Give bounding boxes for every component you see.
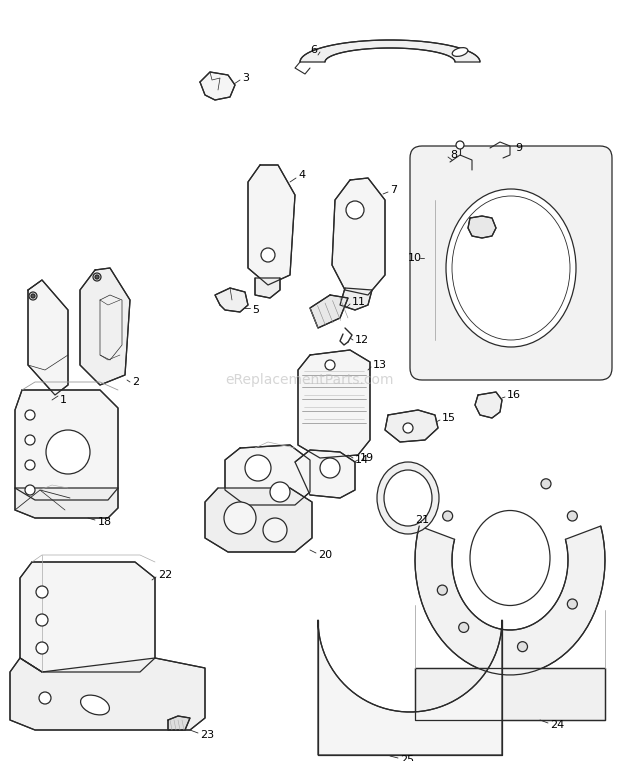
Circle shape [263, 518, 287, 542]
Circle shape [459, 622, 469, 632]
Polygon shape [200, 72, 235, 100]
Text: 9: 9 [515, 143, 522, 153]
Circle shape [518, 642, 528, 651]
Text: 24: 24 [550, 720, 564, 730]
Text: 21: 21 [415, 515, 429, 525]
Text: 1: 1 [60, 395, 67, 405]
Circle shape [25, 410, 35, 420]
Ellipse shape [452, 48, 468, 56]
Circle shape [320, 458, 340, 478]
Circle shape [261, 248, 275, 262]
Circle shape [567, 511, 577, 521]
Polygon shape [225, 445, 310, 505]
Text: 20: 20 [318, 550, 332, 560]
Circle shape [46, 430, 90, 474]
Circle shape [245, 455, 271, 481]
Polygon shape [20, 562, 155, 672]
Polygon shape [310, 295, 348, 328]
Polygon shape [468, 216, 496, 238]
Circle shape [39, 692, 51, 704]
Circle shape [29, 292, 37, 300]
Circle shape [437, 585, 448, 595]
Text: 18: 18 [98, 517, 112, 527]
Circle shape [93, 273, 101, 281]
Ellipse shape [446, 189, 576, 347]
Polygon shape [15, 488, 118, 518]
Circle shape [25, 460, 35, 470]
Text: 8: 8 [450, 150, 457, 160]
Polygon shape [215, 288, 248, 312]
Polygon shape [475, 392, 502, 418]
Circle shape [25, 435, 35, 445]
Text: 25: 25 [400, 755, 414, 761]
Polygon shape [318, 620, 502, 755]
Text: 6: 6 [310, 45, 317, 55]
Circle shape [325, 360, 335, 370]
Polygon shape [255, 278, 280, 298]
Text: 7: 7 [390, 185, 397, 195]
Polygon shape [340, 288, 372, 310]
FancyBboxPatch shape [410, 146, 612, 380]
Polygon shape [15, 390, 118, 500]
Text: eReplacementParts.com: eReplacementParts.com [226, 373, 394, 387]
Polygon shape [28, 280, 68, 395]
Polygon shape [300, 40, 480, 62]
Text: 23: 23 [200, 730, 214, 740]
Circle shape [567, 599, 577, 609]
Circle shape [36, 614, 48, 626]
Text: 2: 2 [132, 377, 139, 387]
Circle shape [403, 423, 413, 433]
Text: 13: 13 [373, 360, 387, 370]
Circle shape [456, 141, 464, 149]
Polygon shape [332, 178, 385, 295]
Polygon shape [248, 165, 295, 285]
Circle shape [31, 294, 35, 298]
Polygon shape [415, 668, 605, 720]
Text: 16: 16 [507, 390, 521, 400]
Polygon shape [10, 658, 205, 730]
Circle shape [346, 201, 364, 219]
Circle shape [270, 482, 290, 502]
Ellipse shape [377, 462, 439, 534]
Text: 15: 15 [442, 413, 456, 423]
Circle shape [36, 642, 48, 654]
Text: 12: 12 [355, 335, 369, 345]
Text: 11: 11 [352, 297, 366, 307]
Text: 19: 19 [360, 453, 374, 463]
Ellipse shape [384, 470, 432, 526]
Polygon shape [385, 410, 438, 442]
Polygon shape [205, 488, 312, 552]
Ellipse shape [470, 511, 550, 606]
Polygon shape [80, 268, 130, 385]
Circle shape [36, 586, 48, 598]
Text: 22: 22 [158, 570, 172, 580]
Circle shape [25, 485, 35, 495]
Text: 4: 4 [298, 170, 305, 180]
Text: 14: 14 [355, 455, 369, 465]
Text: 10: 10 [408, 253, 422, 263]
Circle shape [541, 479, 551, 489]
Polygon shape [298, 350, 370, 458]
Circle shape [95, 275, 99, 279]
Text: 3: 3 [242, 73, 249, 83]
Polygon shape [168, 716, 190, 730]
Text: 5: 5 [252, 305, 259, 315]
Polygon shape [295, 450, 355, 498]
Circle shape [224, 502, 256, 534]
Ellipse shape [81, 695, 109, 715]
Polygon shape [415, 526, 605, 675]
Circle shape [443, 511, 453, 521]
